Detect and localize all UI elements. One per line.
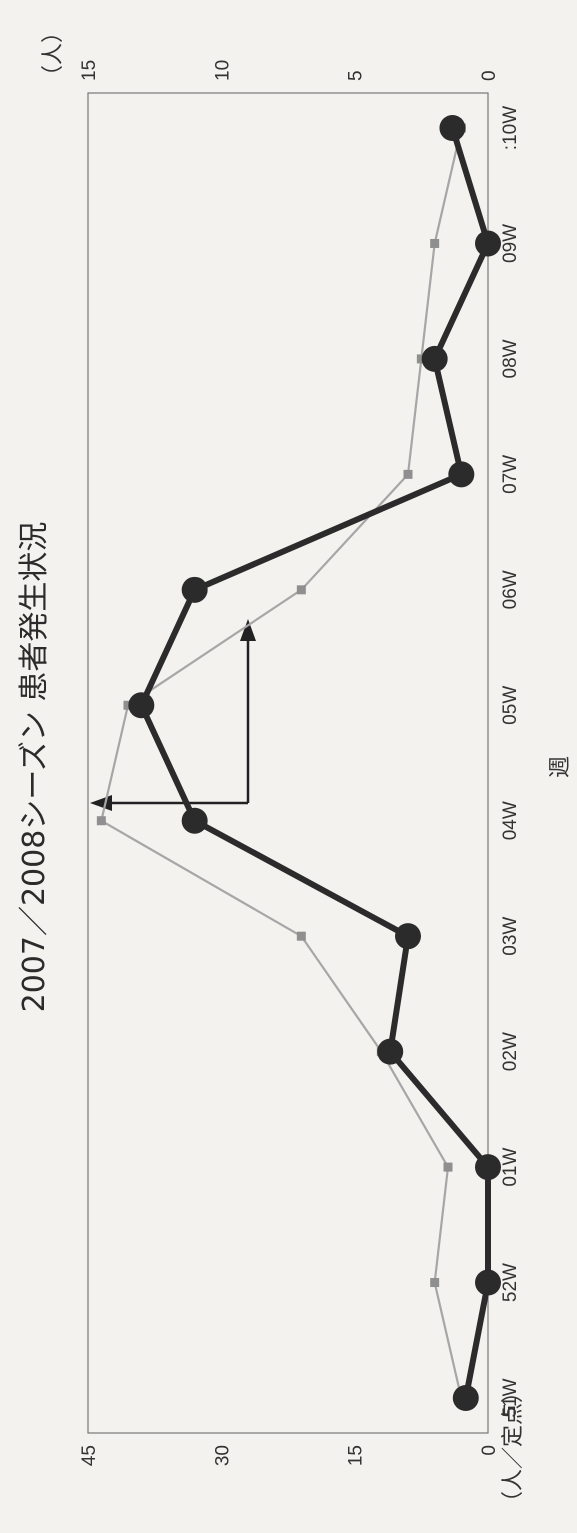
- series-1-line: [138, 127, 491, 1399]
- series-2-line: [100, 127, 463, 1399]
- x-tick-label: :10W: [500, 106, 521, 150]
- series-2-point: [403, 469, 413, 479]
- x-tick-label: 02W: [500, 1032, 521, 1071]
- series-1-point: [475, 1154, 501, 1181]
- series-2-point: [430, 238, 440, 248]
- x-tick-label: 04W: [500, 801, 521, 840]
- series-1-point: [181, 576, 208, 603]
- series-1-point: [421, 345, 448, 372]
- x-tick-label: 05W: [500, 686, 521, 725]
- y-right-unit: （人）: [41, 21, 66, 87]
- x-tick-label: 52W: [500, 1263, 521, 1302]
- y-right-ticks: 0 5 10 15: [79, 60, 500, 81]
- series-2-point: [430, 1278, 440, 1288]
- y-right-tick-label: 0: [479, 70, 500, 81]
- series-1-point: [377, 1038, 404, 1065]
- series-1-point: [395, 923, 421, 950]
- plot-area: [87, 92, 489, 1434]
- annotation-arrow: [90, 619, 256, 811]
- y-left-tick-label: 45: [79, 1445, 100, 1466]
- y-right-tick-label: 5: [346, 70, 367, 81]
- series-1-point: [128, 692, 155, 719]
- series-1-point: [448, 461, 475, 488]
- x-axis-label: 週: [548, 756, 573, 778]
- series-1-point: [452, 1385, 479, 1411]
- chart-title: 2007／2008シーズン 患者発生状況: [17, 522, 52, 1013]
- x-tick-label: 08W: [500, 339, 521, 378]
- x-tick-label: 51W: [500, 1378, 521, 1417]
- y-right-tick-label: 15: [79, 60, 100, 81]
- x-tick-label: 06W: [500, 570, 521, 609]
- x-tick-label: 09W: [500, 224, 521, 263]
- series-2: [96, 123, 466, 1403]
- y-left-unit: （人／定点）: [501, 1381, 526, 1513]
- y-left-tick-label: 0: [479, 1445, 500, 1456]
- y-left-ticks: 0 15 30 45: [79, 1445, 500, 1466]
- x-tick-label: 07W: [500, 455, 521, 494]
- series-2-point: [96, 816, 106, 826]
- x-ticks: 51W 52W 01W 02W 03W 04W 05W 06W 07W 08W 09W :10W: [500, 106, 521, 1418]
- y-left-tick-label: 30: [212, 1445, 233, 1466]
- series-2-point: [296, 931, 306, 941]
- x-tick-label: 01W: [500, 1147, 521, 1186]
- series-1-point: [181, 807, 208, 834]
- series-2-point: [296, 585, 306, 595]
- series-2-point: [443, 1162, 453, 1172]
- y-left-tick-label: 15: [346, 1445, 367, 1466]
- x-tick-label: 03W: [500, 917, 521, 956]
- series-1-point: [475, 230, 501, 257]
- series-1: [128, 115, 501, 1411]
- series-1-point: [439, 115, 466, 141]
- y-right-tick-label: 10: [212, 60, 233, 81]
- series-1-point: [475, 1269, 501, 1296]
